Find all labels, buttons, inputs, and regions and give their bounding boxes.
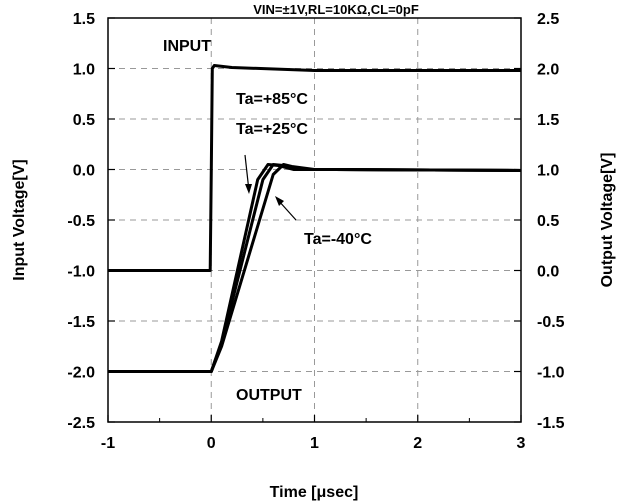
y-left-tick-label: 0.0 — [73, 163, 95, 180]
series-line-input — [108, 64, 521, 272]
y-right-tick-label: 2.5 — [537, 11, 559, 28]
x-tick-label: 0 — [207, 435, 216, 452]
y-right-tick-label: 2.0 — [537, 62, 559, 79]
annotation-ta-25: Ta=+25°C — [236, 121, 308, 138]
plot-frame — [107, 17, 522, 423]
y-right-tick-label: -1.0 — [537, 365, 565, 382]
data-series — [108, 64, 522, 373]
y-left-tick-label: -2.0 — [67, 365, 95, 382]
y-right-tick-label: 1.5 — [537, 112, 559, 129]
grid-lines — [108, 18, 521, 422]
annotation-ta-85: Ta=+85°C — [236, 91, 308, 108]
y-left-tick-label: -2.5 — [67, 415, 95, 432]
y-left-tick-label: 1.0 — [73, 62, 95, 79]
y-left-tick-label: -0.5 — [67, 213, 95, 230]
tick-labels: -1 0 1 2 3 1.5 1.0 0.5 0.0 -0.5 -1.0 -1.5 -2.0 -2.5 2.… — [67, 11, 564, 452]
y-left-tick-label: 1.5 — [73, 11, 95, 28]
pointer-arrowhead-ta-40 — [275, 196, 284, 206]
chart-title: VIN=±1V,RL=10KΩ,CL=0pF — [253, 2, 419, 17]
x-axis-label: Time [μsec] — [270, 484, 359, 501]
y-axis-left-label: Input Voltage[V] — [11, 159, 28, 280]
pointer-arrowhead-ta-25 — [245, 184, 252, 194]
x-tick-label: -1 — [101, 435, 115, 452]
y-right-tick-label: 0.0 — [537, 264, 559, 281]
x-tick-label: 2 — [413, 435, 422, 452]
y-left-tick-label: -1.5 — [67, 314, 95, 331]
annotation-input: INPUT — [163, 38, 211, 55]
y-right-tick-label: 0.5 — [537, 213, 559, 230]
x-tick-label: 3 — [517, 435, 526, 452]
y-left-tick-label: 0.5 — [73, 112, 95, 129]
annotation-ta-40: Ta=-40°C — [304, 231, 372, 248]
y-right-tick-label: -1.5 — [537, 415, 565, 432]
y-right-tick-label: -0.5 — [537, 314, 565, 331]
y-axis-right-label: Output Voltage[V] — [599, 153, 616, 288]
annotation-output: OUTPUT — [236, 387, 302, 404]
y-left-tick-label: -1.0 — [67, 264, 95, 281]
series-line-ta-40-c — [108, 163, 522, 373]
y-right-tick-label: 1.0 — [537, 163, 559, 180]
x-tick-label: 1 — [310, 435, 319, 452]
